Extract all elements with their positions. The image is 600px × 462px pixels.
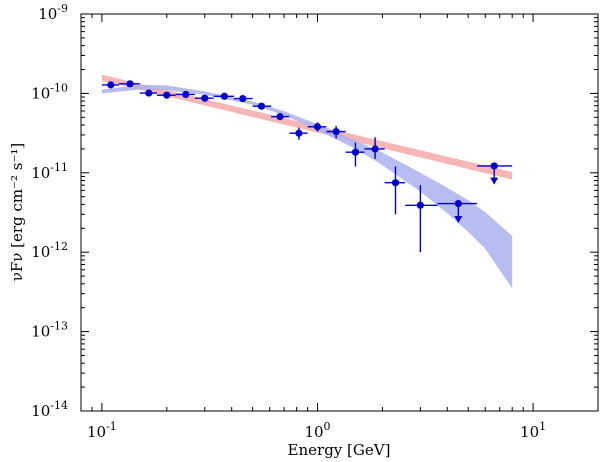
data-point xyxy=(194,94,214,102)
data-marker xyxy=(490,162,498,170)
axis-ticks xyxy=(80,13,599,412)
y-tick-label: 10-9 xyxy=(38,2,68,23)
data-point xyxy=(252,102,272,110)
data-marker xyxy=(239,95,247,103)
data-marker xyxy=(145,89,153,97)
data-marker xyxy=(454,199,462,208)
tick-label-base: 10 xyxy=(31,402,50,420)
y-tick-label: 10-14 xyxy=(31,399,68,420)
data-point xyxy=(345,142,365,167)
model-band-power-law xyxy=(101,74,513,180)
tick-label-exponent: -1 xyxy=(106,420,117,433)
data-marker xyxy=(201,94,209,102)
tick-label-base: 10 xyxy=(87,423,106,441)
data-point xyxy=(139,89,157,97)
data-marker xyxy=(107,81,115,89)
data-marker xyxy=(163,91,171,99)
data-point xyxy=(118,80,140,88)
model-bands xyxy=(101,74,513,289)
tick-label-base: 10 xyxy=(520,423,539,441)
tick-label-exponent: -11 xyxy=(50,161,68,174)
tick-label-exponent: -10 xyxy=(50,81,68,94)
data-marker xyxy=(257,102,266,110)
tick-label-exponent: 1 xyxy=(539,420,546,433)
data-marker xyxy=(332,128,340,136)
y-tick-label: 10-11 xyxy=(31,161,68,182)
y-tick-label: 10-12 xyxy=(31,240,68,261)
data-point xyxy=(271,113,290,121)
tick-label-exponent: -14 xyxy=(50,399,68,412)
y-tick-label: 10-10 xyxy=(31,81,68,102)
arrow-head xyxy=(454,216,463,224)
data-marker xyxy=(126,80,134,88)
plot-frame xyxy=(80,13,599,412)
data-marker xyxy=(313,123,322,131)
data-point xyxy=(477,162,513,185)
y-axis-label: νFν [erg cm⁻² s⁻¹] xyxy=(8,143,26,282)
data-point xyxy=(405,185,438,253)
data-point xyxy=(326,125,346,139)
y-tick-label: 10-13 xyxy=(31,320,68,341)
tick-label-exponent: -13 xyxy=(50,320,68,333)
data-marker xyxy=(295,129,303,137)
data-point xyxy=(175,90,195,99)
data-point xyxy=(289,127,308,140)
data-point xyxy=(156,91,176,99)
tick-label-base: 10 xyxy=(31,323,50,341)
tick-label-exponent: 0 xyxy=(324,420,331,433)
data-points xyxy=(101,80,513,253)
data-marker xyxy=(371,145,379,153)
data-marker xyxy=(276,113,284,121)
data-point xyxy=(437,199,478,224)
arrow-head xyxy=(490,177,499,185)
data-point xyxy=(384,166,406,215)
data-point xyxy=(234,95,253,103)
tick-label-base: 10 xyxy=(31,84,50,102)
data-marker xyxy=(391,179,400,187)
x-tick-label: 100 xyxy=(304,420,330,441)
x-tick-label: 10-1 xyxy=(87,420,117,441)
data-point xyxy=(307,122,327,132)
x-axis-label: Energy [GeV] xyxy=(288,441,391,459)
tick-label-exponent: -9 xyxy=(57,2,68,15)
model-band-curved xyxy=(101,84,513,289)
data-point xyxy=(213,92,235,100)
data-point xyxy=(364,137,385,159)
data-marker xyxy=(220,92,228,100)
data-marker xyxy=(182,90,190,99)
tick-label-base: 10 xyxy=(38,5,57,23)
x-tick-label: 101 xyxy=(520,420,546,441)
data-marker xyxy=(416,201,424,209)
tick-label-base: 10 xyxy=(304,423,323,441)
data-point xyxy=(101,81,119,89)
tick-label-base: 10 xyxy=(31,243,50,261)
data-marker xyxy=(351,148,360,156)
tick-label-exponent: -12 xyxy=(50,240,68,253)
x-tick-labels: 10-1 100 101 xyxy=(87,420,546,441)
tick-label-base: 10 xyxy=(31,164,50,182)
